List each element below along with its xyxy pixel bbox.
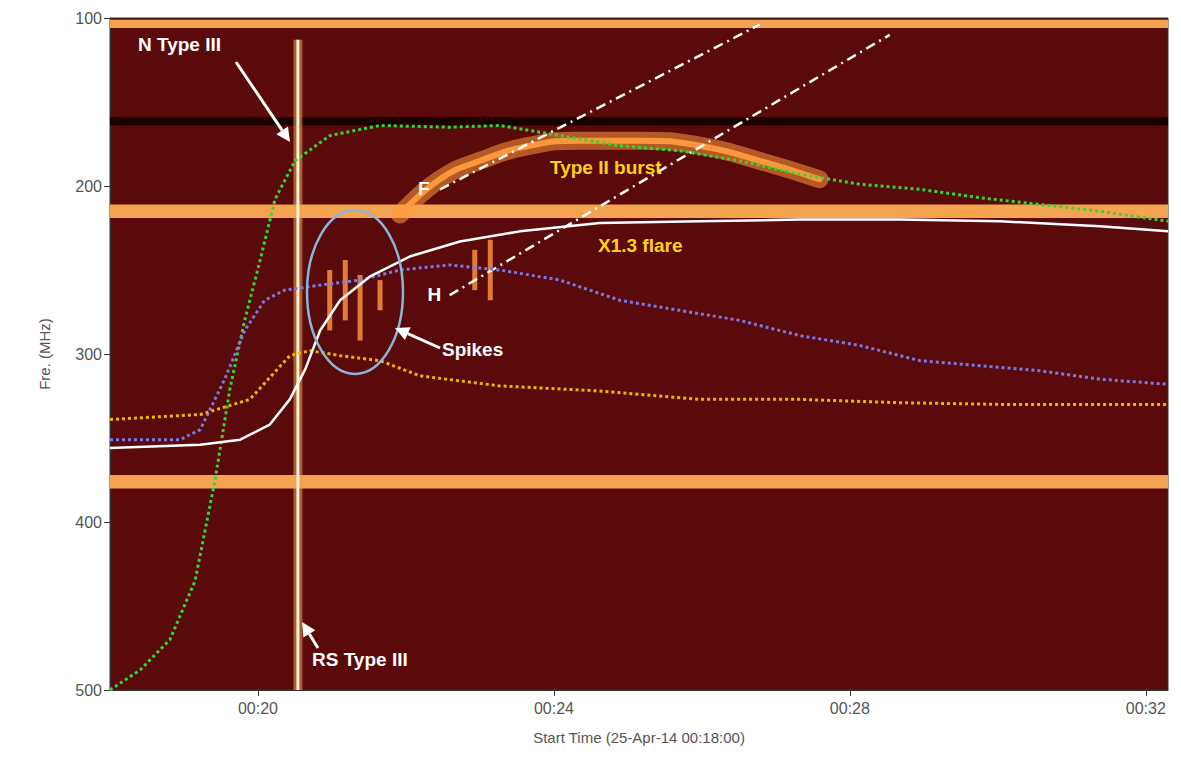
svg-text:Type II burst: Type II burst: [550, 157, 662, 178]
svg-text:400: 400: [75, 514, 102, 531]
svg-text:00:28: 00:28: [830, 700, 870, 717]
svg-text:100: 100: [75, 10, 102, 27]
svg-text:500: 500: [75, 682, 102, 699]
svg-text:200: 200: [75, 178, 102, 195]
svg-text:Fre. (MHz): Fre. (MHz): [36, 318, 53, 390]
svg-text:Start Time (25-Apr-14 00:18:00: Start Time (25-Apr-14 00:18:00): [533, 729, 745, 746]
svg-text:00:24: 00:24: [534, 700, 574, 717]
svg-text:N Type III: N Type III: [138, 34, 221, 55]
svg-text:RS Type III: RS Type III: [312, 649, 408, 670]
svg-text:X1.3 flare: X1.3 flare: [598, 235, 683, 256]
svg-text:300: 300: [75, 346, 102, 363]
svg-text:Spikes: Spikes: [442, 339, 503, 360]
svg-text:00:20: 00:20: [238, 700, 278, 717]
svg-text:H: H: [428, 284, 442, 305]
svg-text:00:32: 00:32: [1126, 700, 1166, 717]
svg-text:F: F: [418, 178, 430, 199]
